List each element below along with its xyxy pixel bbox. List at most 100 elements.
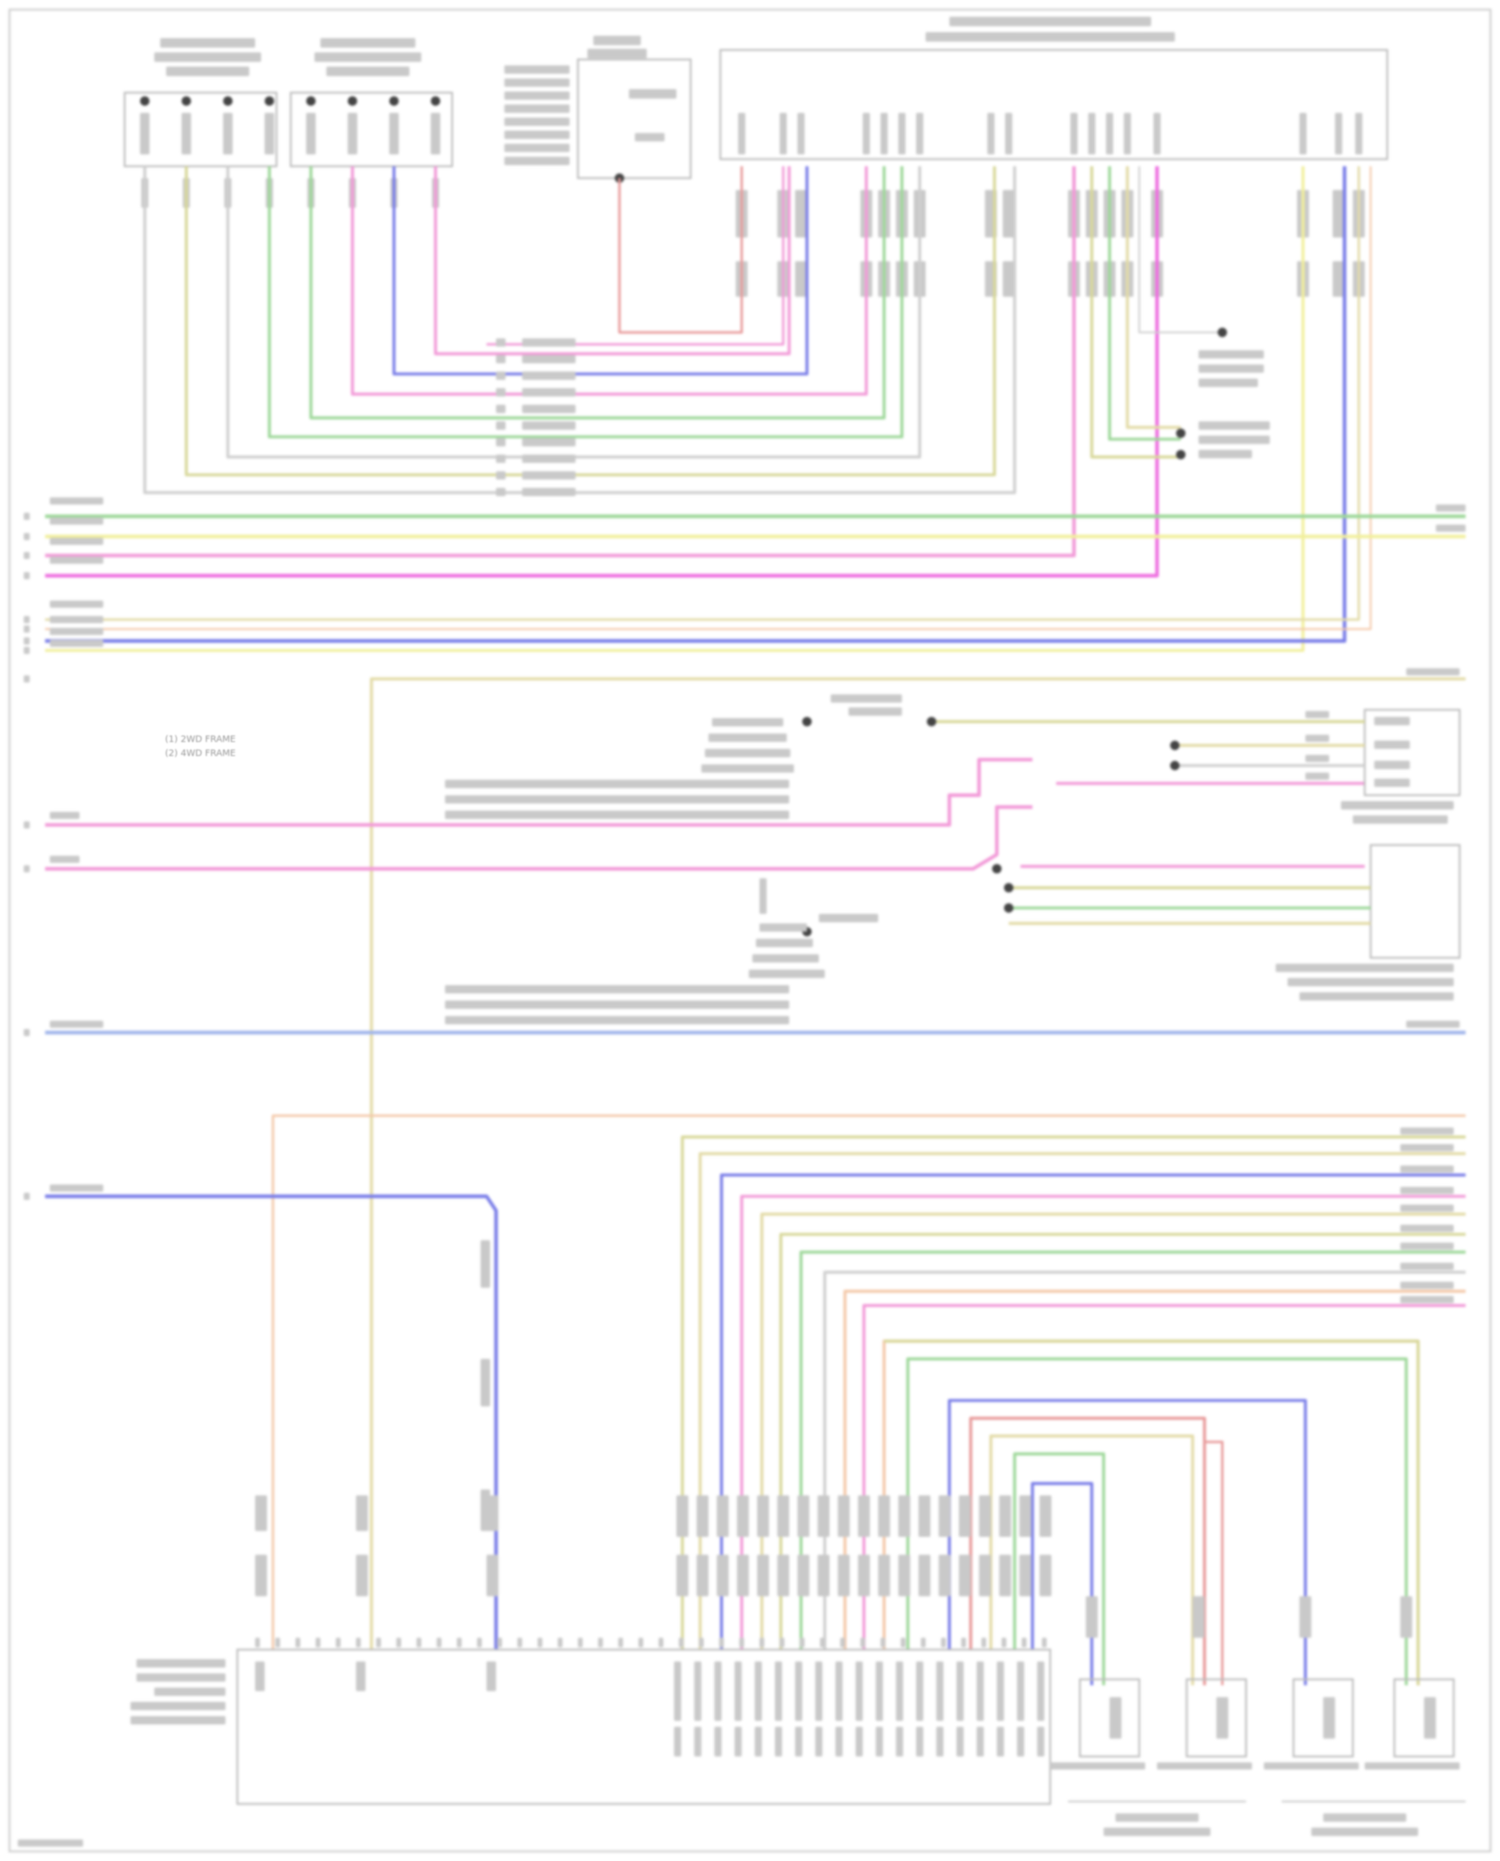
pin-label (916, 1726, 924, 1757)
pin-label (855, 1661, 863, 1721)
pin-number (335, 1637, 341, 1648)
pin-label (674, 1726, 682, 1757)
wire-label (1019, 1495, 1032, 1537)
pin-number (496, 471, 506, 480)
wire-label (898, 1554, 911, 1597)
pin-number (496, 454, 506, 463)
connector-title (326, 66, 410, 77)
bus-pin-number (23, 532, 30, 541)
pin-label (754, 1726, 762, 1757)
wire-blue (720, 1173, 1466, 1650)
pin-number (376, 1637, 381, 1648)
pin-label (797, 112, 805, 155)
splice-label (1198, 435, 1270, 444)
module-title (949, 16, 1152, 27)
pin-number (779, 1637, 785, 1648)
wire-label (999, 1495, 1012, 1537)
pin-number (496, 354, 506, 364)
pin-label (1335, 112, 1343, 155)
fuse-label (504, 65, 570, 74)
bus-pin-number (23, 616, 30, 624)
fuse-label (504, 130, 570, 139)
pin-label (956, 1726, 964, 1757)
legend-item: (1) 2WD FRAME (165, 735, 236, 745)
splice-dot (1003, 883, 1014, 893)
pin-label (976, 1726, 984, 1757)
wire-label (255, 1554, 268, 1597)
bus-label (49, 556, 104, 564)
pin-number (880, 1637, 886, 1648)
pin-number (496, 371, 506, 380)
pin-number (598, 1637, 603, 1648)
pin-label (815, 1661, 823, 1721)
wire-magenta (45, 166, 1159, 578)
powertrain-control-module (236, 1648, 1052, 1805)
bus-label (49, 600, 104, 608)
engine-control-module-top (719, 49, 1389, 161)
splice-dot (1176, 428, 1186, 439)
pin-label (875, 1726, 883, 1757)
splice-dot (926, 716, 937, 727)
pin-number (678, 1637, 684, 1648)
pin-label (936, 1726, 944, 1757)
pin-label (916, 112, 924, 155)
splice-note (445, 779, 790, 789)
splice-dot (1176, 449, 1186, 460)
fuel-injector (1393, 1678, 1455, 1758)
wire-olive (184, 166, 996, 477)
wire-label (486, 1495, 499, 1531)
wire-green (1013, 1452, 1106, 1686)
splice-note (752, 954, 819, 963)
wire-pink (350, 166, 868, 396)
wire-label (1332, 261, 1345, 297)
component-label (1050, 1762, 1146, 1770)
pin-label (356, 1661, 366, 1692)
bus-label (1435, 504, 1466, 512)
wire-label (797, 1554, 810, 1597)
wire-label (795, 189, 807, 238)
pin-label (430, 112, 441, 155)
pin-number (295, 1637, 301, 1648)
wire-label (1085, 1596, 1098, 1638)
fuse-relay-box (577, 58, 692, 180)
splice-note (708, 733, 787, 742)
group-label (1323, 1813, 1407, 1822)
module-title (925, 32, 1175, 42)
wire-label (356, 1495, 368, 1531)
wire-label (736, 1554, 749, 1597)
wire-orange (843, 1289, 1466, 1650)
pin-number (496, 487, 506, 497)
pin-number (941, 1637, 946, 1648)
wire-blue (1030, 1482, 1094, 1686)
splice-note (445, 810, 790, 819)
pin-label (347, 112, 358, 155)
pin-label (862, 112, 870, 155)
bus-label (1400, 1281, 1454, 1289)
relay-label (634, 133, 665, 142)
wire-label (795, 261, 807, 297)
legend: (1) 2WD FRAME (2) 4WD FRAME (165, 733, 236, 761)
pin-number (739, 1637, 745, 1648)
wire-label (356, 1554, 368, 1597)
wire-label (486, 1554, 499, 1597)
wire-label (878, 1495, 891, 1537)
connector-title (320, 38, 416, 48)
ground-symbol (759, 878, 767, 914)
wire-label (757, 1495, 769, 1537)
bus-label (49, 627, 104, 636)
fuel-injector (1079, 1678, 1141, 1758)
wire-label (938, 1495, 951, 1537)
pin-number (496, 404, 506, 414)
splice-note (445, 1000, 790, 1009)
pin-number (820, 1637, 825, 1648)
splice-dot (992, 864, 1002, 874)
pin-label (694, 1726, 702, 1757)
bus-label (1400, 1165, 1454, 1173)
pin-label (996, 1726, 1004, 1757)
splice-note (701, 764, 794, 773)
pin-label (255, 1661, 265, 1692)
component-label (1275, 963, 1454, 973)
pin-label (1374, 760, 1410, 770)
wire-label (837, 1554, 850, 1597)
wire-tan (369, 677, 1466, 1650)
